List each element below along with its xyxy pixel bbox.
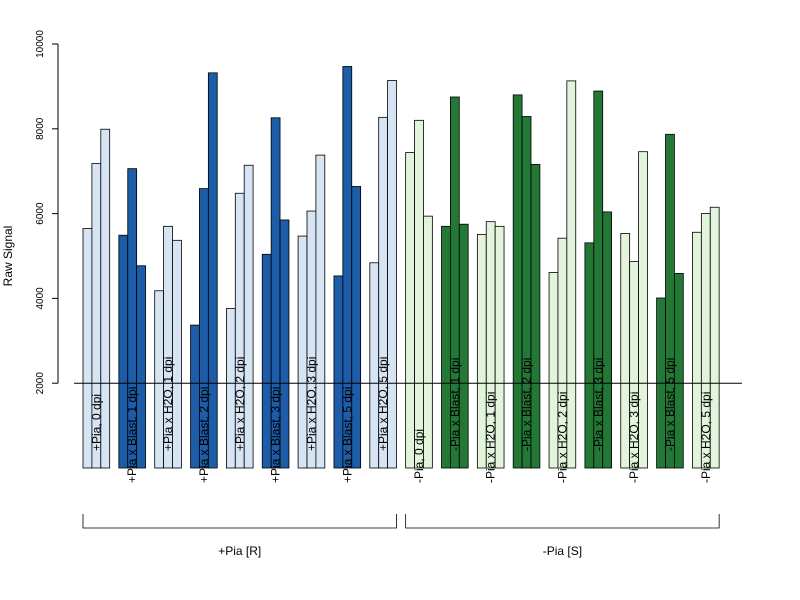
category-label-17: -Pia x H2O, 5 dpi [699,392,713,483]
bar-11-2 [494,225,505,469]
y-tick-label-0: 2000 [35,372,46,395]
category-label-14: -Pia x Blast, 3 dpi [591,358,605,451]
category-labels: +Pia, 0 dpi +Pia x Blast, 1 dpi +Pia x H2O… [89,357,712,483]
bar-1-2 [136,265,146,469]
bar-9-2 [423,215,433,469]
y-axis: 2000 4000 6000 8000 10000 [35,30,59,395]
bar-2-2 [172,239,182,469]
bars [82,66,720,469]
category-label-3: +Pia x Blast, 2 dpi [197,387,211,483]
group-brackets: +Pia [R] -Pia [S] [82,514,720,558]
category-label-2: +Pia x H2O, 1 dpi [161,357,175,451]
bar-7-2 [351,186,362,469]
bar-3-2 [207,72,218,469]
category-label-9: -Pia, 0 dpi [412,429,426,483]
bar-8-2 [387,80,397,469]
category-label-4: +Pia x H2O, 2 dpi [233,357,247,451]
category-label-7: +Pia x Blast, 5 dpi [340,387,354,483]
y-tick-label-4: 10000 [35,30,46,58]
category-label-6: +Pia x H2O, 3 dpi [304,357,318,451]
bar-9-0 [405,152,415,469]
bar-17-2 [709,206,720,469]
y-tick-label-1: 4000 [35,287,46,310]
bar-16-2 [674,272,684,469]
bar-15-2 [638,151,648,469]
category-label-8: +Pia x H2O, 5 dpi [376,357,390,451]
category-label-10: -Pia x Blast, 1 dpi [448,358,462,451]
bar-12-2 [530,164,541,469]
bar-14-2 [602,211,613,469]
group-bracket-1 [405,514,720,529]
group-label-0: +Pia [R] [218,544,261,558]
bar-10-2 [458,223,469,469]
category-label-1: +Pia x Blast, 1 dpi [125,387,139,483]
category-label-16: -Pia x Blast, 5 dpi [663,358,677,451]
bar-0-2 [100,128,111,469]
category-label-11: -Pia x H2O, 1 dpi [484,392,498,483]
y-axis-title: Raw Signal [1,226,15,287]
category-label-12: -Pia x Blast, 2 dpi [520,358,534,451]
bar-4-2 [243,164,254,469]
bar-5-2 [279,219,290,469]
y-tick-label-3: 8000 [35,117,46,140]
category-label-5: +Pia x Blast, 3 dpi [269,387,283,483]
bar-9-1 [414,119,424,469]
category-label-0: +Pia, 0 dpi [89,394,103,451]
bar-13-2 [566,80,577,469]
group-bracket-0 [82,514,397,529]
category-label-13: -Pia x H2O, 2 dpi [555,392,569,483]
y-tick-label-2: 6000 [35,202,46,225]
group-label-1: -Pia [S] [543,544,582,558]
category-label-15: -Pia x H2O, 3 dpi [627,392,641,483]
bar-6-2 [315,154,326,469]
